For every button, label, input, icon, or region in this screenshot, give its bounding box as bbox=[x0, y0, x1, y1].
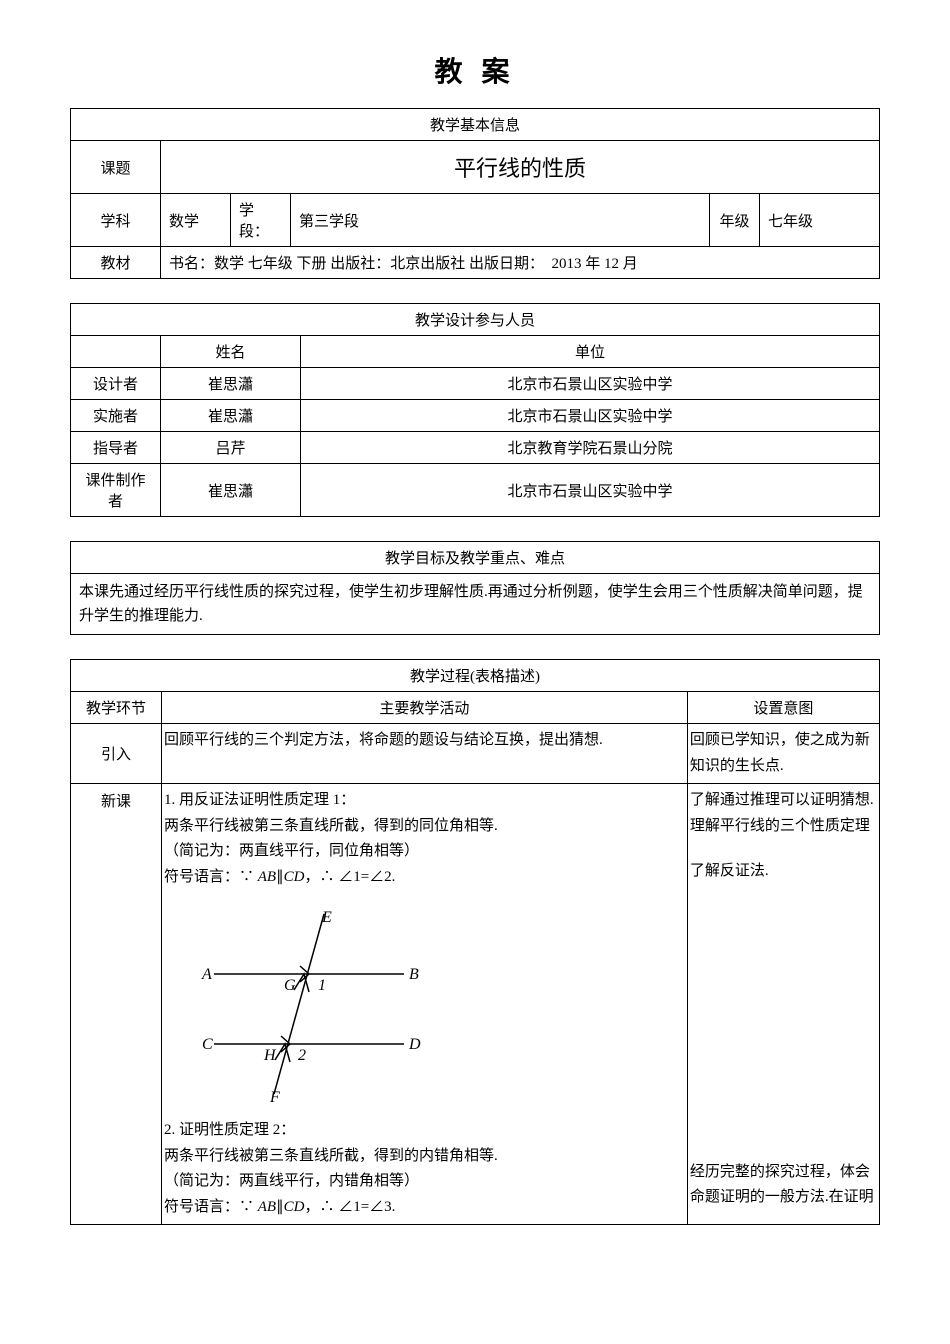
sym-suffix: ，∴ ∠1=∠3. bbox=[304, 1199, 395, 1215]
activity-line: （简记为：两直线平行，内错角相等） bbox=[164, 1169, 685, 1195]
name-cell: 崔思瀟 bbox=[161, 464, 301, 517]
table-row: 实施者 崔思瀟 北京市石景山区实验中学 bbox=[71, 400, 880, 432]
topic-label: 课题 bbox=[71, 141, 161, 194]
col3-header: 设置意图 bbox=[687, 692, 879, 724]
col1-header: 教学环节 bbox=[71, 692, 162, 724]
participants-table: 教学设计参与人员 姓名 单位 设计者 崔思瀟 北京市石景山区实验中学 实施者 崔… bbox=[70, 303, 880, 517]
label-C: C bbox=[202, 1036, 213, 1053]
activity-line: 2. 证明性质定理 2： bbox=[164, 1118, 685, 1144]
sym-prefix: 符号语言：∵ bbox=[164, 869, 258, 885]
math-ab: AB bbox=[258, 1199, 276, 1215]
label-1: 1 bbox=[318, 977, 326, 994]
label-H: H bbox=[263, 1047, 277, 1064]
grade-value: 七年级 bbox=[760, 194, 880, 247]
process-header: 教学过程(表格描述) bbox=[71, 660, 880, 692]
basic-info-table: 教学基本信息 课题 平行线的性质 学科 数学 学段： 第三学段 年级 七年级 教… bbox=[70, 108, 880, 279]
unit-col-header: 单位 bbox=[301, 336, 880, 368]
intent-line: 经历完整的探究过程，体会命题证明的一般方法.在证明 bbox=[690, 1160, 877, 1211]
label-F: F bbox=[269, 1089, 280, 1104]
activity-line: 两条平行线被第三条直线所截，得到的同位角相等. bbox=[164, 814, 685, 840]
basic-info-header: 教学基本信息 bbox=[71, 109, 880, 141]
parallel-sym: ∥ bbox=[276, 869, 284, 885]
topic-value: 平行线的性质 bbox=[161, 141, 880, 194]
name-cell: 吕芹 bbox=[161, 432, 301, 464]
goals-content: 本课先通过经历平行线性质的探究过程，使学生初步理解性质.再通过分析例题，使学生会… bbox=[71, 574, 880, 635]
activity-line: 符号语言：∵ AB∥CD，∴ ∠1=∠3. bbox=[164, 1195, 685, 1221]
activity-line: 符号语言：∵ AB∥CD，∴ ∠1=∠2. bbox=[164, 865, 685, 891]
grade-label: 年级 bbox=[710, 194, 760, 247]
unit-cell: 北京教育学院石景山分院 bbox=[301, 432, 880, 464]
sym-suffix: ，∴ ∠1=∠2. bbox=[304, 869, 395, 885]
parallel-sym: ∥ bbox=[276, 1199, 284, 1215]
goals-table: 教学目标及教学重点、难点 本课先通过经历平行线性质的探究过程，使学生初步理解性质… bbox=[70, 541, 880, 635]
activity-line: （简记为：两直线平行，同位角相等） bbox=[164, 839, 685, 865]
subject-value: 数学 bbox=[161, 194, 231, 247]
label-2: 2 bbox=[298, 1047, 306, 1064]
label-A: A bbox=[201, 966, 212, 983]
name-cell: 崔思瀟 bbox=[161, 400, 301, 432]
table-row: 设计者 崔思瀟 北京市石景山区实验中学 bbox=[71, 368, 880, 400]
unit-cell: 北京市石景山区实验中学 bbox=[301, 368, 880, 400]
name-col-header: 姓名 bbox=[161, 336, 301, 368]
document-title: 教 案 bbox=[70, 50, 880, 90]
intent-cell: 了解通过推理可以证明猜想.理解平行线的三个性质定理 了解反证法. 经历完整的探究… bbox=[687, 784, 879, 1225]
label-D: D bbox=[408, 1036, 421, 1053]
math-cd: CD bbox=[284, 1199, 305, 1215]
label-E: E bbox=[321, 909, 332, 926]
table-row: 引入 回顾平行线的三个判定方法，将命题的题设与结论互换，提出猜想. 回顾已学知识… bbox=[71, 724, 880, 784]
subject-label: 学科 bbox=[71, 194, 161, 247]
process-table: 教学过程(表格描述) 教学环节 主要教学活动 设置意图 引入 回顾平行线的三个判… bbox=[70, 659, 880, 1225]
activity-line: 两条平行线被第三条直线所截，得到的内错角相等. bbox=[164, 1144, 685, 1170]
role-cell: 课件制作者 bbox=[71, 464, 161, 517]
table-row: 指导者 吕芹 北京教育学院石景山分院 bbox=[71, 432, 880, 464]
table-row: 课件制作者 崔思瀟 北京市石景山区实验中学 bbox=[71, 464, 880, 517]
stage-cell: 新课 bbox=[71, 784, 162, 1225]
role-cell: 实施者 bbox=[71, 400, 161, 432]
textbook-value: 书名：数学 七年级 下册 出版社：北京出版社 出版日期： 2013 年 12 月 bbox=[161, 247, 880, 279]
label-B: B bbox=[409, 966, 419, 983]
activity-line: 1. 用反证法证明性质定理 1： bbox=[164, 788, 685, 814]
unit-cell: 北京市石景山区实验中学 bbox=[301, 400, 880, 432]
role-cell: 设计者 bbox=[71, 368, 161, 400]
textbook-label: 教材 bbox=[71, 247, 161, 279]
label-G: G bbox=[284, 977, 296, 994]
role-cell: 指导者 bbox=[71, 432, 161, 464]
stage-cell: 引入 bbox=[71, 724, 162, 784]
activity-cell: 回顾平行线的三个判定方法，将命题的题设与结论互换，提出猜想. bbox=[162, 724, 688, 784]
name-cell: 崔思瀟 bbox=[161, 368, 301, 400]
role-blank bbox=[71, 336, 161, 368]
goals-header: 教学目标及教学重点、难点 bbox=[71, 542, 880, 574]
sym-prefix: 符号语言：∵ bbox=[164, 1199, 258, 1215]
table-row: 新课 1. 用反证法证明性质定理 1： 两条平行线被第三条直线所截，得到的同位角… bbox=[71, 784, 880, 1225]
geometry-diagram: E A B G 1 C D H 2 F bbox=[194, 904, 454, 1104]
intent-line: 了解反证法. bbox=[690, 859, 877, 885]
activity-cell: 1. 用反证法证明性质定理 1： 两条平行线被第三条直线所截，得到的同位角相等.… bbox=[162, 784, 688, 1225]
stage-label: 学段： bbox=[231, 194, 291, 247]
intent-cell: 回顾已学知识，使之成为新知识的生长点. bbox=[687, 724, 879, 784]
unit-cell: 北京市石景山区实验中学 bbox=[301, 464, 880, 517]
intent-line: 了解通过推理可以证明猜想.理解平行线的三个性质定理 bbox=[690, 788, 877, 839]
participants-header: 教学设计参与人员 bbox=[71, 304, 880, 336]
math-cd: CD bbox=[284, 869, 305, 885]
stage-value: 第三学段 bbox=[291, 194, 710, 247]
col2-header: 主要教学活动 bbox=[162, 692, 688, 724]
math-ab: AB bbox=[258, 869, 276, 885]
